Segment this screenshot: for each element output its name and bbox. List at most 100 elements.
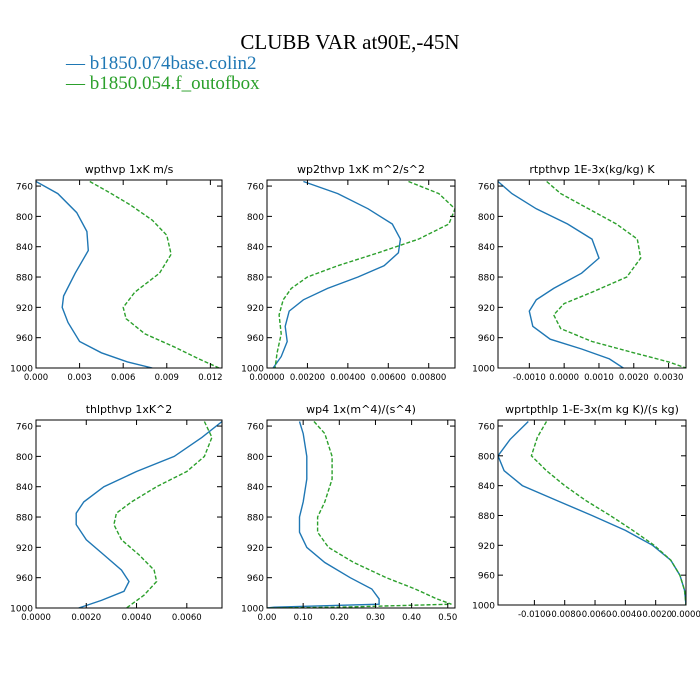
series-line-1	[267, 421, 380, 608]
x-tick-label: 0.40	[402, 613, 421, 623]
y-tick-label: 760	[478, 183, 495, 193]
legend-entry-1: — b1850.074base.colin2	[66, 53, 257, 74]
x-tick-label: 0.50	[438, 613, 457, 623]
series-line-2	[546, 180, 686, 368]
x-tick-label: 0.30	[366, 613, 385, 623]
chart-title: wp2thvp 1xK m^2/s^2	[297, 163, 425, 176]
y-tick-label: 920	[247, 544, 264, 554]
y-tick-label: 880	[16, 274, 33, 284]
y-tick-label: 1000	[472, 365, 495, 375]
y-tick-label: 880	[478, 274, 495, 284]
series-line-2	[89, 180, 220, 368]
x-tick-label: 0.0000	[549, 373, 579, 383]
page-title: CLUBB VAR at90E,-45N	[240, 30, 460, 54]
y-tick-label: 800	[16, 213, 33, 223]
y-tick-label: 760	[16, 183, 33, 193]
x-tick-label: 0.0010	[584, 373, 614, 383]
plot-frame	[497, 179, 687, 369]
y-tick-label: 800	[478, 452, 495, 462]
y-tick-label: 760	[247, 423, 264, 433]
y-tick-label: 1000	[241, 365, 264, 375]
x-tick-label: 0.0000	[21, 613, 51, 623]
y-tick-label: 1000	[10, 365, 33, 375]
x-tick-label: 0.009	[155, 373, 179, 383]
chart-title: wprtpthlp 1-E-3x(m kg K)/(s kg)	[505, 403, 679, 416]
y-tick-label: 760	[478, 422, 495, 432]
y-tick-label: 760	[247, 183, 264, 193]
y-tick-label: 840	[16, 243, 33, 253]
legend-entry-2: — b1850.054.f_outofbox	[66, 73, 260, 94]
x-tick-label: 0.0020	[71, 613, 101, 623]
x-tick-label: -0.0040	[609, 610, 642, 620]
y-tick-label: 800	[478, 213, 495, 223]
x-tick-label: 0.0040	[122, 613, 152, 623]
y-tick-label: 960	[247, 574, 264, 584]
x-tick-label: 0.0060	[172, 613, 202, 623]
y-tick-label: 840	[478, 243, 495, 253]
x-tick-label: 0.0000	[671, 610, 700, 620]
y-tick-label: 920	[247, 304, 264, 314]
y-tick-label: 920	[16, 304, 33, 314]
x-tick-label: 0.0020	[619, 373, 649, 383]
series-line-1	[498, 180, 624, 368]
y-tick-label: 840	[16, 483, 33, 493]
chart-panel-5: wp4 1x(m^4)/(s^4)76080084088092096010000…	[241, 403, 457, 623]
y-tick-label: 920	[478, 542, 495, 552]
series-line-2	[530, 421, 686, 605]
x-tick-label: 0.00000	[249, 373, 284, 383]
x-tick-label: 0.012	[198, 373, 222, 383]
x-tick-label: 0.00200	[290, 373, 325, 383]
y-tick-label: 880	[247, 274, 264, 284]
x-tick-label: 0.20	[330, 613, 349, 623]
y-tick-label: 920	[16, 544, 33, 554]
plot-frame	[266, 179, 456, 369]
y-tick-label: 880	[478, 512, 495, 522]
chart-title: thlpthvp 1xK^2	[86, 403, 173, 416]
x-tick-label: 0.00400	[330, 373, 365, 383]
y-tick-label: 960	[16, 334, 33, 344]
x-tick-label: 0.000	[24, 373, 48, 383]
chart-title: rtpthvp 1E-3x(kg/kg) K	[529, 163, 655, 176]
series-line-2	[274, 180, 455, 368]
y-tick-label: 840	[478, 482, 495, 492]
x-tick-label: 0.006	[111, 373, 135, 383]
chart-panel-6: wprtpthlp 1-E-3x(m kg K)/(s kg) 760 800 840…	[472, 403, 700, 620]
x-tick-label: -0.0020	[639, 610, 672, 620]
chart-panel-4: thlpthvp 1xK^276080084088092096010000.00…	[10, 403, 223, 623]
chart-panel-3: rtpthvp 1E-3x(kg/kg) K 760 800 840 880 920 960…	[472, 163, 687, 383]
plot-frame	[497, 419, 687, 606]
chart-panel-1: wpthvp 1xK m/s76080084088092096010000.00…	[10, 163, 222, 383]
y-tick-label: 840	[247, 243, 264, 253]
x-tick-label: 0.00600	[371, 373, 406, 383]
y-tick-label: 1000	[241, 605, 264, 615]
y-tick-label: 800	[247, 453, 264, 463]
plot-frame	[266, 419, 456, 609]
x-tick-label: -0.0060	[579, 610, 612, 620]
x-tick-label: 0.00	[258, 613, 277, 623]
y-tick-label: 800	[16, 453, 33, 463]
x-tick-label: -0.0010	[513, 373, 546, 383]
y-tick-label: 840	[247, 483, 264, 493]
y-tick-label: 960	[478, 334, 495, 344]
y-tick-label: 880	[247, 514, 264, 524]
x-tick-label: -0.0080	[548, 610, 581, 620]
y-tick-label: 1000	[472, 602, 495, 612]
x-tick-label: 0.003	[67, 373, 91, 383]
y-tick-label: 1000	[10, 605, 33, 615]
y-tick-label: 800	[247, 213, 264, 223]
x-tick-label: 0.0030	[654, 373, 684, 383]
y-tick-label: 920	[478, 304, 495, 314]
series-line-1	[498, 421, 686, 605]
x-tick-label: 0.10	[294, 613, 313, 623]
y-tick-label: 880	[16, 514, 33, 524]
chart-panel-2: wp2thvp 1xK m^2/s^2 760 800 840 880 920 960 100…	[241, 163, 456, 383]
x-tick-label: -0.0100	[518, 610, 551, 620]
y-tick-label: 760	[16, 423, 33, 433]
y-tick-label: 960	[478, 572, 495, 582]
x-tick-label: 0.00800	[411, 373, 446, 383]
series-line-1	[36, 180, 153, 368]
y-tick-label: 960	[16, 574, 33, 584]
series-line-1	[272, 180, 402, 368]
chart-title: wp4 1x(m^4)/(s^4)	[306, 403, 416, 416]
